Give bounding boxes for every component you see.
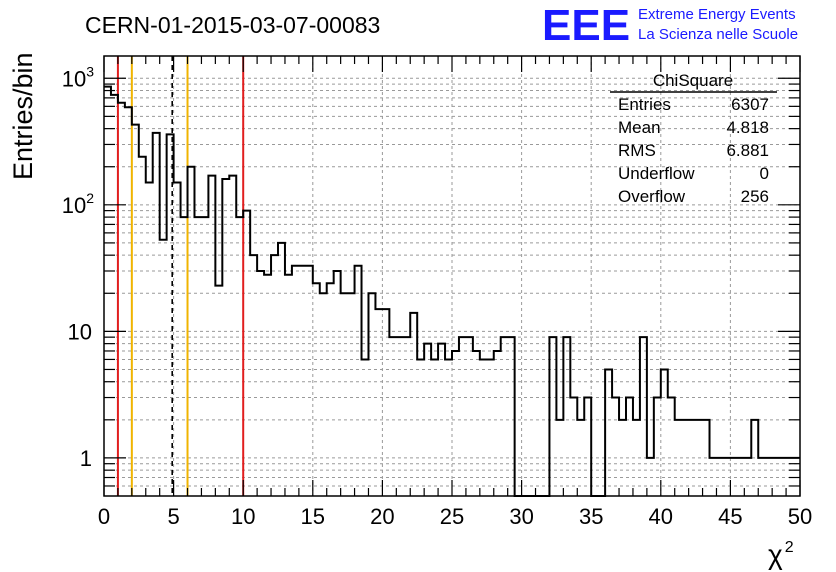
y-tick-label: 10	[68, 319, 92, 344]
y-axis-label: Entries/bin	[8, 52, 38, 180]
stats-row-label: Mean	[618, 118, 661, 137]
x-tick-labels: 0 5 10 15 20 25 30 35 40 45 50	[98, 504, 812, 529]
chart-title: CERN-01-2015-03-07-00083	[85, 12, 380, 38]
x-tick-label: 0	[98, 504, 110, 529]
x-tick-label: 5	[167, 504, 179, 529]
x-tick-label: 30	[509, 504, 533, 529]
x-axis-label-superscript: 2	[785, 539, 794, 556]
x-tick-label: 10	[231, 504, 255, 529]
marker-lines	[116, 56, 245, 496]
x-tick-label: 45	[718, 504, 742, 529]
stats-row-value: 6.881	[726, 141, 769, 160]
grid-lines	[104, 56, 800, 496]
stats-row-label: Entries	[618, 95, 671, 114]
x-tick-label: 25	[440, 504, 464, 529]
x-axis-label-base: χ	[768, 539, 783, 570]
stats-row-value: 4.818	[726, 118, 769, 137]
eee-logo-line1: Extreme Energy Events	[638, 6, 796, 23]
stats-row-value: 0	[760, 164, 769, 183]
histogram-outline	[104, 85, 800, 497]
stats-box-rows: Entries 6307 Mean 4.818 RMS 6.881 Underflow 0 Ov…	[618, 95, 769, 206]
x-tick-label: 15	[301, 504, 325, 529]
y-tick-label: 103	[62, 63, 94, 91]
eee-logo: EEE Extreme Energy Events La Scienza nel…	[542, 1, 798, 50]
stats-row-label: Underflow	[618, 164, 695, 183]
y-tick-label-base: 10	[62, 66, 86, 91]
x-tick-label: 50	[788, 504, 812, 529]
x-tick-label: 20	[370, 504, 394, 529]
y-tick-label-base: 10	[62, 193, 86, 218]
stats-row-value: 6307	[731, 95, 769, 114]
stats-box-title: ChiSquare	[653, 71, 733, 90]
stats-box: ChiSquare Entries 6307 Mean 4.818 RMS 6.881 Un…	[610, 71, 777, 206]
y-tick-label: 1	[80, 446, 92, 471]
x-tick-label: 40	[649, 504, 673, 529]
eee-logo-mark: EEE	[542, 1, 630, 50]
y-tick-label: 102	[62, 190, 94, 218]
stats-row-value: 256	[741, 187, 769, 206]
stats-row-label: Overflow	[618, 187, 686, 206]
y-tick-label-exp: 3	[86, 63, 94, 79]
x-tick-label: 35	[579, 504, 603, 529]
y-tick-label-exp: 2	[86, 190, 94, 206]
stats-row-label: RMS	[618, 141, 656, 160]
axis-ticks	[103, 56, 801, 496]
eee-logo-line2: La Scienza nelle Scuole	[638, 26, 798, 43]
